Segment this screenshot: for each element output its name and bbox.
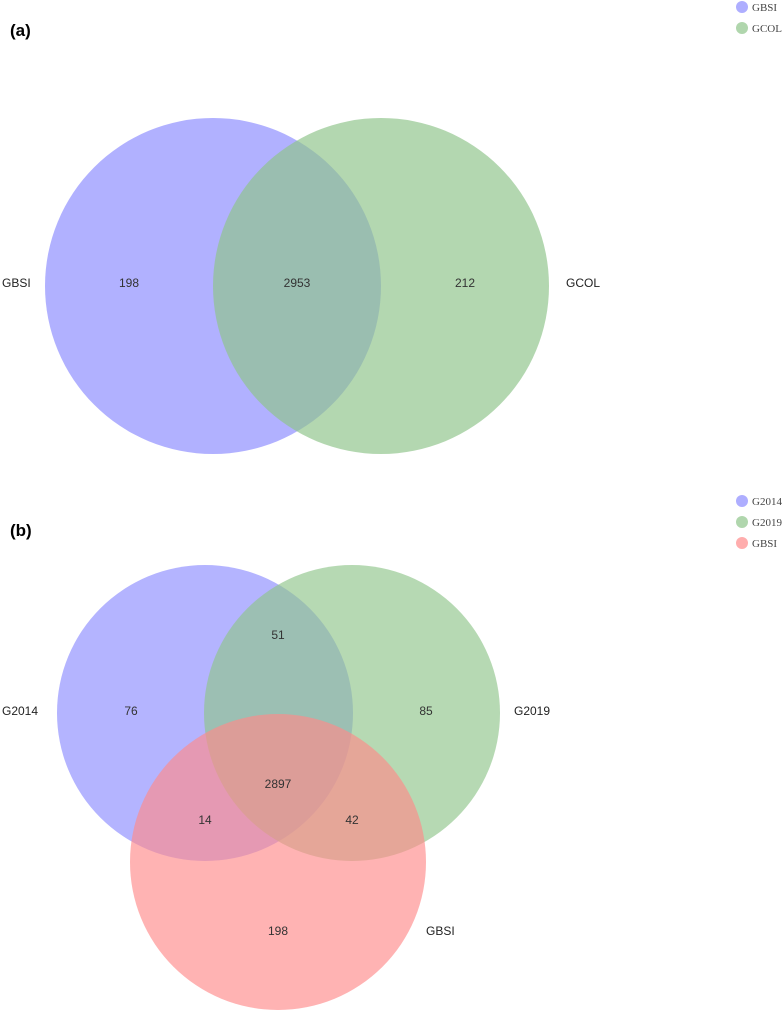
legend-b: G2014 G2019 GBSI bbox=[736, 495, 782, 550]
legend-b-label-g2019: G2019 bbox=[752, 517, 782, 529]
set-circle-gbsi bbox=[130, 714, 426, 1010]
region-count-g2019-gbsi: 42 bbox=[345, 813, 359, 827]
panel-label-a: (a) bbox=[10, 21, 31, 40]
legend-b-label-g2014: G2014 bbox=[752, 496, 782, 508]
region-count-gbsi-only: 198 bbox=[268, 924, 288, 938]
legend-b-swatch-gbsi bbox=[736, 537, 748, 549]
legend-b-label-gbsi: GBSI bbox=[752, 538, 777, 550]
region-count-g2014-only: 76 bbox=[124, 704, 138, 718]
panel-label-b: (b) bbox=[10, 521, 32, 540]
legend-b-swatch-g2014 bbox=[736, 495, 748, 507]
set-circle-gcol bbox=[213, 118, 549, 454]
legend-a-label-gcol: GCOL bbox=[752, 23, 782, 35]
set-label-gcol: GCOL bbox=[566, 276, 600, 290]
set-label-g2014: G2014 bbox=[2, 704, 38, 718]
region-count-g2019-only: 85 bbox=[419, 704, 433, 718]
region-count-g2014-g2019: 51 bbox=[271, 628, 285, 642]
region-count-gbsi-gcol: 2953 bbox=[284, 276, 311, 290]
set-label-gbsi: GBSI bbox=[426, 924, 455, 938]
venn-panel-b: (b) G2014 G2019 GBSI G2014 G2019 GBSI 76… bbox=[2, 495, 782, 1010]
legend-a: GBSI GCOL bbox=[736, 1, 782, 35]
set-label-gbsi: GBSI bbox=[2, 276, 31, 290]
set-label-g2019: G2019 bbox=[514, 704, 550, 718]
region-count-gcol-only: 212 bbox=[455, 276, 475, 290]
legend-a-swatch-gcol bbox=[736, 22, 748, 34]
legend-b-swatch-g2019 bbox=[736, 516, 748, 528]
legend-a-swatch-gbsi bbox=[736, 1, 748, 13]
legend-a-label-gbsi: GBSI bbox=[752, 2, 777, 14]
region-count-gbsi-only: 198 bbox=[119, 276, 139, 290]
venn-panel-a: (a) GBSI GCOL GBSI GCOL 198 2953 212 bbox=[2, 1, 782, 454]
region-count-g2014-gbsi: 14 bbox=[198, 813, 212, 827]
region-count-all-three: 2897 bbox=[265, 777, 292, 791]
